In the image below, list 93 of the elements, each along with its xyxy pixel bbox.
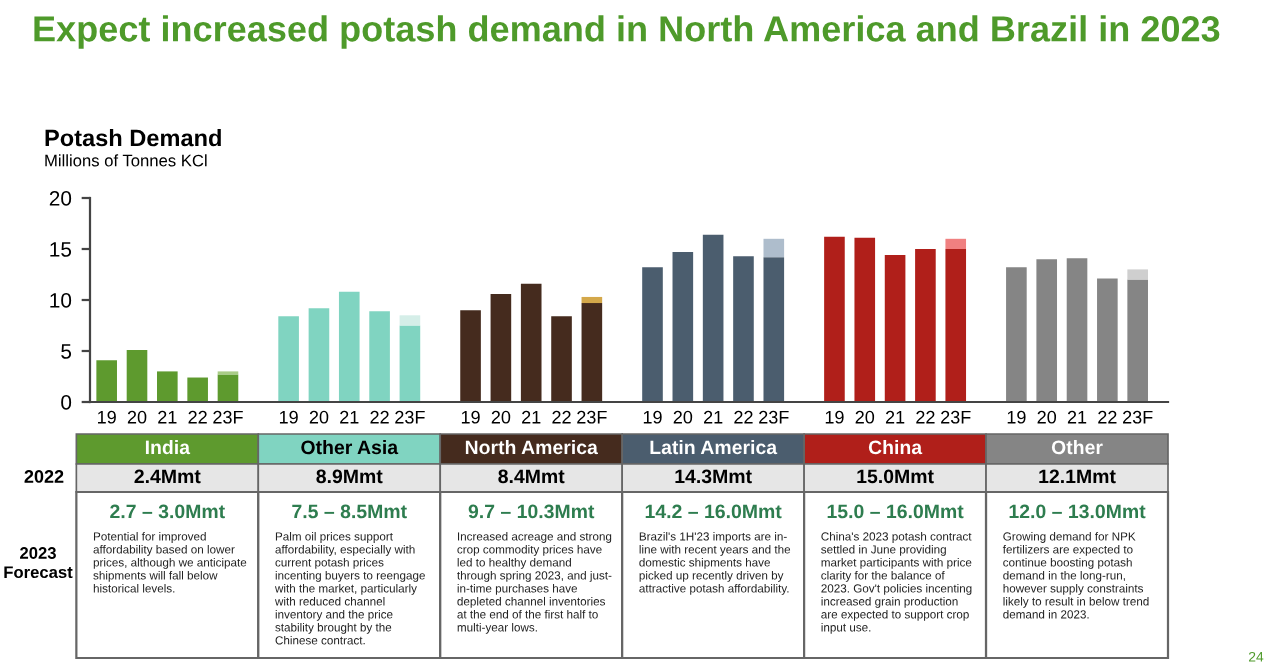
x-tick-label: 19 bbox=[643, 410, 662, 424]
bar bbox=[824, 236, 845, 402]
bar bbox=[369, 311, 390, 402]
text: 14.3Mmt bbox=[675, 469, 752, 484]
bar bbox=[642, 267, 663, 402]
y-tick-label: 10 bbox=[50, 293, 72, 308]
bar bbox=[733, 256, 754, 402]
text: 12.0 – 13.0Mmt bbox=[1009, 504, 1146, 519]
bar bbox=[702, 234, 724, 402]
bar bbox=[854, 237, 876, 402]
bar bbox=[460, 310, 481, 402]
text: Other Asia bbox=[301, 439, 399, 455]
text: India bbox=[145, 439, 191, 455]
x-tick-label: 21 bbox=[522, 410, 541, 424]
x-tick-label: 19 bbox=[461, 410, 480, 424]
bar bbox=[884, 255, 906, 402]
bar bbox=[581, 296, 603, 304]
bar bbox=[915, 249, 936, 402]
x-tick-label: 22 bbox=[188, 410, 207, 424]
x-tick-label: 22 bbox=[734, 410, 753, 424]
text: 7.5 – 8.5Mmt bbox=[292, 504, 407, 519]
chart-subtitle: Potash Demand bbox=[45, 129, 221, 147]
x-tick-label: 22 bbox=[1098, 410, 1117, 424]
y-tick-label: 5 bbox=[61, 344, 72, 359]
y-tick-label: 20 bbox=[49, 191, 72, 206]
bar bbox=[399, 325, 421, 402]
y-axis-title: Millions of Tonnes KCl bbox=[45, 154, 207, 167]
x-tick-label: 21 bbox=[158, 410, 177, 424]
y-tick-label: 15 bbox=[50, 242, 72, 257]
x-tick-label: 20 bbox=[855, 410, 875, 424]
x-tick-label: 23F bbox=[941, 410, 971, 424]
x-tick-label: 20 bbox=[1037, 410, 1057, 424]
text: 14.2 – 16.0Mmt bbox=[645, 504, 782, 519]
bar bbox=[1097, 278, 1118, 402]
bar bbox=[1066, 258, 1088, 402]
text: 15.0Mmt bbox=[857, 469, 934, 484]
x-tick-label: 21 bbox=[1067, 410, 1087, 424]
bar bbox=[126, 349, 148, 402]
text: 8.9Mmt bbox=[316, 469, 383, 484]
x-tick-label: 23F bbox=[213, 410, 243, 424]
x-tick-label: 19 bbox=[279, 410, 298, 424]
y-tick-label: 0 bbox=[61, 395, 72, 410]
bar bbox=[551, 316, 572, 402]
x-tick-label: 21 bbox=[340, 410, 359, 424]
x-tick-label: 23F bbox=[577, 410, 607, 424]
bar bbox=[399, 315, 421, 326]
x-tick-label: 22 bbox=[370, 410, 389, 424]
bar bbox=[157, 371, 178, 402]
x-tick-label: 19 bbox=[1007, 410, 1026, 424]
x-tick-label: 21 bbox=[704, 410, 723, 424]
x-tick-label: 20 bbox=[127, 410, 147, 424]
text: 2022 bbox=[24, 470, 64, 483]
bar bbox=[945, 238, 967, 249]
x-tick-label: 21 bbox=[885, 410, 905, 424]
bar bbox=[945, 249, 967, 402]
x-tick-label: 20 bbox=[673, 410, 693, 424]
x-tick-label: 23F bbox=[395, 410, 425, 424]
bar bbox=[1127, 279, 1148, 402]
text: 2023 Forecast bbox=[4, 547, 73, 579]
x-tick-label: 20 bbox=[491, 410, 511, 424]
x-tick-label: 19 bbox=[98, 410, 116, 424]
text: 2.4Mmt bbox=[134, 469, 201, 484]
bar bbox=[308, 308, 330, 402]
bar bbox=[490, 293, 512, 402]
bar bbox=[96, 360, 117, 402]
bar bbox=[1127, 269, 1148, 280]
bar bbox=[187, 377, 208, 402]
text: 2.7 – 3.0Mmt bbox=[110, 504, 225, 519]
text: 12.1Mmt bbox=[1039, 469, 1116, 484]
bar bbox=[338, 291, 360, 402]
text: China bbox=[868, 439, 923, 455]
x-tick-label: 22 bbox=[916, 410, 935, 424]
bar bbox=[763, 257, 785, 402]
text: Other bbox=[1051, 439, 1103, 455]
x-tick-label: 20 bbox=[309, 410, 329, 424]
text: 8.4Mmt bbox=[498, 469, 565, 484]
x-tick-label: 19 bbox=[825, 410, 844, 424]
bar bbox=[1006, 267, 1027, 402]
bar bbox=[672, 252, 694, 402]
x-tick-label: 22 bbox=[552, 410, 571, 424]
text: North America bbox=[465, 439, 598, 455]
chart-title: Expect increased potash demand in North America and Brazil in 2023 bbox=[34, 15, 1220, 49]
bar bbox=[763, 238, 785, 258]
bar bbox=[520, 283, 542, 402]
bar bbox=[278, 316, 299, 402]
text: 9.7 – 10.3Mmt bbox=[468, 504, 595, 519]
text: Latin America bbox=[650, 439, 778, 455]
bar bbox=[581, 303, 603, 402]
text: 15.0 – 16.0Mmt bbox=[827, 504, 964, 519]
bar bbox=[1036, 259, 1058, 402]
x-tick-label: 23F bbox=[759, 410, 789, 424]
bar bbox=[217, 374, 239, 402]
x-tick-label: 23F bbox=[1123, 410, 1153, 424]
